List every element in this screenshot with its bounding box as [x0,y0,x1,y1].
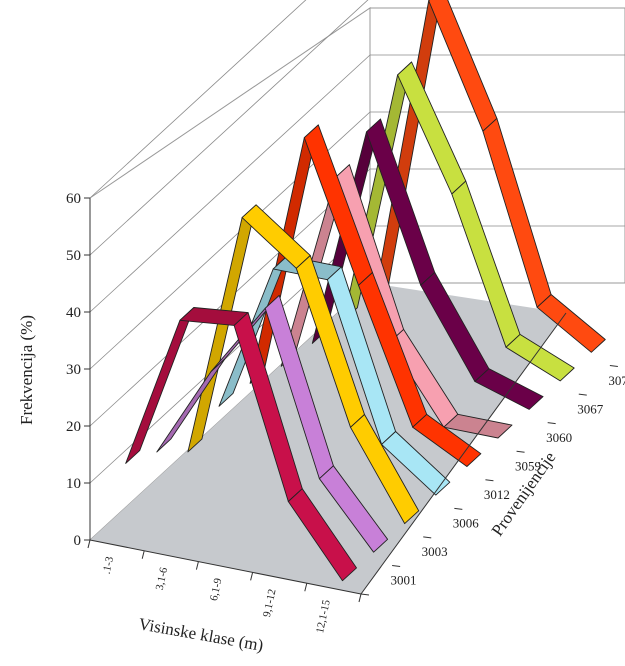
z-axis-line [360,312,567,595]
x-axis-line [89,539,362,595]
y-tick-label: 0 [74,533,82,549]
floor [90,283,566,594]
x-tick-label: 9,1-12 [261,588,279,618]
x-tick-label: 6,1-9 [208,577,225,602]
z-tick-mark [609,365,618,368]
z-tick-label: 3059 [515,459,541,474]
y-tick-label: 60 [66,191,81,207]
x-tick-mark [195,561,199,570]
z-tick-labels: 30013003300630123059306030673073smreka [360,365,625,596]
z-tick-mark [516,450,525,453]
ribbon-segment [536,294,606,353]
ribbon-segment [474,368,544,410]
series-ribbon [187,204,420,525]
ribbon-segment [287,488,357,582]
gridline-side [89,0,369,256]
y-tick-label: 50 [66,248,81,264]
z-tick-mark [423,536,432,539]
y-tick-label: 30 [66,362,81,378]
z-tick-mark [360,593,370,596]
z-tick-label: 3001 [391,573,417,588]
series-ribbon [125,307,357,582]
y-tick-labels: 0 10 20 30 40 50 60 [66,191,90,549]
z-tick-mark [547,422,556,425]
ribbon-segment [443,413,513,439]
x-axis-title: Visinske klase (m) [137,614,265,655]
z-tick-label: 3012 [484,487,510,502]
y-tick-label: 40 [66,305,81,321]
x-tick-mark [141,550,145,559]
ribbon-segment [350,414,420,525]
x-tick-mark [304,583,308,592]
ribbon-segment [318,465,389,553]
z-tick-label: 3073 [608,373,625,388]
z-tick-mark [578,393,587,396]
gridline-side [89,0,307,199]
x-tick-label: 12,1-15 [314,598,333,634]
y-tick-label: 20 [66,419,81,435]
x-tick-label: .1-3 [101,555,116,575]
ribbon-segment [381,431,451,496]
x-tick-mark [87,539,91,549]
z-tick-label: 3006 [453,516,480,531]
gridline-side [89,54,371,313]
z-tick-label: 3067 [577,401,604,416]
x-tick-label: 3,1-6 [154,566,171,591]
z-tick-label: 3003 [422,544,448,559]
z-tick-mark [392,564,401,567]
x-tick-mark [358,593,362,603]
series-layer [125,0,606,582]
z-tick-mark [485,479,494,482]
ribbon-segment [505,333,575,382]
x-tick-labels: .1-3 3,1-6 6,1-9 9,1-12 12,1-15 [87,539,362,634]
z-tick-label: 3060 [546,430,572,445]
y-tick-label: 10 [66,476,81,492]
z-tick-mark [454,507,463,510]
x-tick-mark [250,572,254,581]
y-axis-title: Frekvencija (%) [17,315,36,425]
